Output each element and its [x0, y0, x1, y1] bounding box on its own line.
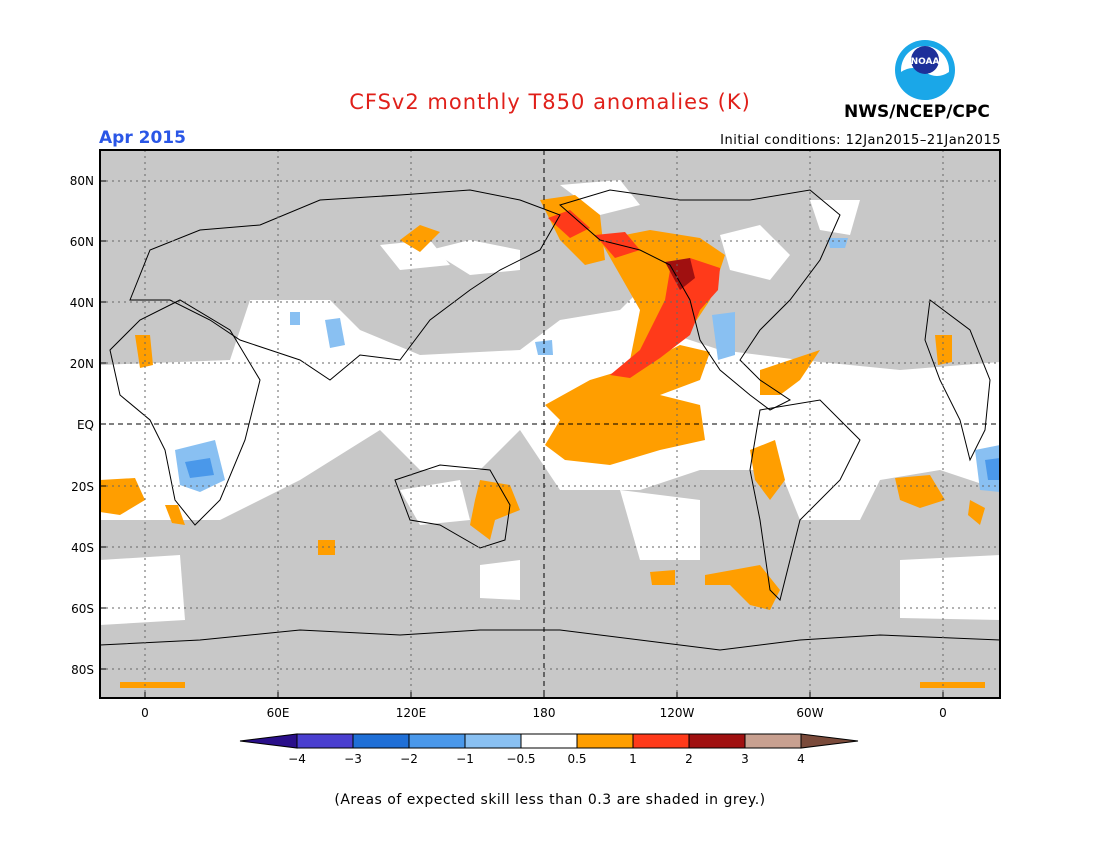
legend-tick: 3	[741, 752, 749, 766]
lon-label: 60E	[267, 706, 290, 720]
legend-swatch	[632, 733, 690, 749]
legend-swatch	[464, 733, 522, 749]
legend-swatch	[352, 733, 410, 749]
anomaly-map: 80N 60N 40N 20N EQ 20S 40S 60S 80S 0 60E…	[70, 149, 1001, 766]
color-legend	[239, 733, 859, 749]
lon-label: 120W	[660, 706, 695, 720]
legend-swatch	[408, 733, 466, 749]
lon-label: 0	[939, 706, 947, 720]
very-strong-warm-regions	[665, 258, 695, 290]
axis-ticks	[100, 180, 944, 698]
legend-tick: −2	[400, 752, 418, 766]
legend-swatch	[520, 733, 578, 749]
legend-tick: −3	[344, 752, 362, 766]
forecast-month: Apr 2015	[99, 128, 186, 148]
legend-tick: 0.5	[567, 752, 586, 766]
lat-label: 60S	[71, 602, 94, 616]
legend-tick: −0.5	[506, 752, 535, 766]
lon-axis: 0 60E 120E 180 120W 60W 0	[141, 706, 947, 720]
legend-ticks: −4 −3 −2 −1 −0.5 0.5 1 2 3 4	[288, 752, 805, 766]
lat-label: 20N	[70, 357, 94, 371]
map-title: CFSv2 monthly T850 anomalies (K)	[349, 90, 751, 114]
lon-label: 180	[533, 706, 556, 720]
reference-lines	[100, 150, 1000, 698]
graticule	[100, 150, 1000, 698]
lat-label: EQ	[77, 418, 94, 432]
lat-axis: 80N 60N 40N 20N EQ 20S 40S 60S 80S	[70, 174, 94, 677]
lat-label: 80S	[71, 663, 94, 677]
lat-label: 80N	[70, 174, 94, 188]
initial-conditions: Initial conditions: 12Jan2015–21Jan2015	[720, 133, 1001, 148]
lon-label: 120E	[396, 706, 427, 720]
legend-tick: 4	[797, 752, 805, 766]
noaa-logo: NOAA	[893, 38, 957, 106]
lat-label: 40N	[70, 296, 94, 310]
lat-label: 40S	[71, 541, 94, 555]
agency-label: NWS/NCEP/CPC	[844, 102, 990, 122]
skill-footnote: (Areas of expected skill less than 0.3 a…	[334, 792, 766, 808]
legend-swatch	[296, 733, 354, 749]
legend-tick: 1	[629, 752, 637, 766]
legend-swatch	[688, 733, 746, 749]
legend-swatch	[744, 733, 802, 749]
legend-swatch	[576, 733, 634, 749]
lat-label: 60N	[70, 235, 94, 249]
moderate-cool-regions	[185, 458, 1000, 480]
legend-tick: 2	[685, 752, 693, 766]
noaa-logo-text: NOAA	[911, 57, 940, 67]
legend-tick: −4	[288, 752, 306, 766]
legend-tick: −1	[456, 752, 474, 766]
legend-swatch	[239, 733, 298, 749]
legend-swatch	[800, 733, 859, 749]
lat-label: 20S	[71, 480, 94, 494]
lon-label: 60W	[796, 706, 823, 720]
lon-label: 0	[141, 706, 149, 720]
